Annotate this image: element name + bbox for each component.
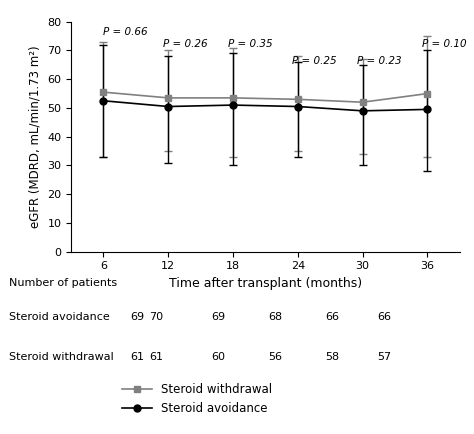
Text: 58: 58 [325,352,339,362]
Text: P = 0.35: P = 0.35 [228,39,272,49]
Text: P = 0.10: P = 0.10 [422,39,466,49]
Text: 61: 61 [130,352,145,362]
Legend: Steroid withdrawal, Steroid avoidance: Steroid withdrawal, Steroid avoidance [117,378,277,420]
Text: 66: 66 [377,312,391,322]
Text: P = 0.66: P = 0.66 [103,27,148,37]
Text: 68: 68 [268,312,282,322]
Text: 61: 61 [149,352,164,362]
Text: 70: 70 [149,312,164,322]
Text: P = 0.23: P = 0.23 [357,56,402,66]
Text: 57: 57 [377,352,391,362]
Text: Number of patients: Number of patients [9,278,118,288]
Text: P = 0.25: P = 0.25 [292,56,337,66]
X-axis label: Time after transplant (months): Time after transplant (months) [169,277,362,290]
Text: Steroid avoidance: Steroid avoidance [9,312,110,322]
Text: 56: 56 [268,352,282,362]
Text: 66: 66 [325,312,339,322]
Text: 60: 60 [211,352,225,362]
Text: P = 0.26: P = 0.26 [163,39,208,49]
Text: 69: 69 [211,312,225,322]
Text: 69: 69 [130,312,145,322]
Text: Steroid withdrawal: Steroid withdrawal [9,352,114,362]
Y-axis label: eGFR (MDRD, mL/min/1.73 m²): eGFR (MDRD, mL/min/1.73 m²) [29,46,42,228]
